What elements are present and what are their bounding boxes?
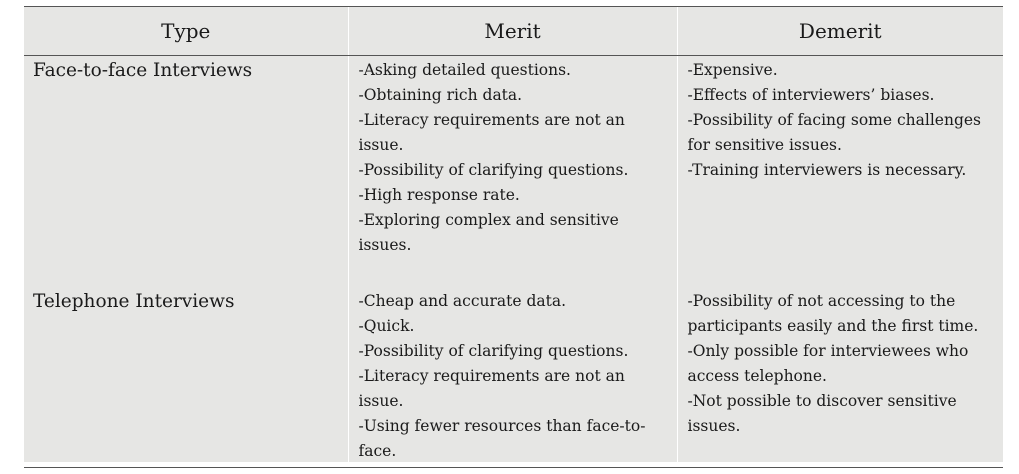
merit-line: face. (358, 442, 397, 460)
demerit-line: issues. (687, 417, 741, 435)
demerit-line: access telephone. (687, 367, 827, 385)
demerit-line: -Not possible to discover sensitive (687, 392, 957, 410)
merit-line: -Asking detailed questions. (358, 61, 571, 79)
table-row: Face-to-face Interviews -Asking detailed… (24, 55, 1003, 285)
merit-line: -Cheap and accurate data. (358, 292, 567, 310)
table-row: Telephone Interviews -Cheap and accurate… (24, 285, 1003, 468)
merit-line: -Possibility of clarifying questions. (358, 342, 629, 360)
merit-line: issues. (358, 236, 412, 254)
row-type-cell: Face-to-face Interviews (33, 60, 253, 81)
demerit-line: for sensitive issues. (687, 136, 842, 154)
comparison-table-container: Type Merit Demerit Face-to-face Intervie… (24, 6, 1003, 468)
merit-line: -Literacy requirements are not an (358, 367, 625, 385)
demerit-line: -Training interviewers is necessary. (687, 161, 967, 179)
merit-line: -Obtaining rich data. (358, 86, 523, 104)
table-header-row: Type Merit Demerit (24, 6, 1003, 56)
merit-line: -High response rate. (358, 186, 520, 204)
header-merit: Merit (347, 6, 677, 56)
merit-line: -Exploring complex and sensitive (358, 211, 619, 229)
merit-line: -Quick. (358, 317, 415, 335)
row-type-cell: Telephone Interviews (24, 285, 348, 468)
demerit-line: -Only possible for interviewees who (687, 342, 969, 360)
merit-line: issue. (358, 136, 404, 154)
demerit-line: -Expensive. (687, 61, 778, 79)
demerit-line: -Effects of interviewers’ biases. (687, 86, 935, 104)
demerit-line: -Possibility of not accessing to the (687, 292, 956, 310)
merit-line: -Literacy requirements are not an (358, 111, 625, 129)
interview-types-table: Type Merit Demerit Face-to-face Intervie… (24, 6, 1003, 468)
demerit-line: -Possibility of facing some challenges (687, 111, 982, 129)
demerit-cell: -Possibility of not accessing to the par… (676, 285, 1003, 468)
header-type: Type (24, 6, 348, 56)
merit-line: issue. (358, 392, 404, 410)
merit-line: -Possibility of clarifying questions. (358, 161, 629, 179)
merit-cell: -Asking detailed questions. -Obtaining r… (347, 55, 677, 285)
merit-line: -Using fewer resources than face-to- (358, 417, 646, 435)
merit-cell: -Cheap and accurate data. -Quick. -Possi… (347, 285, 677, 468)
header-demerit: Demerit (676, 6, 1003, 56)
demerit-cell: -Expensive. -Effects of interviewers’ bi… (676, 55, 1003, 285)
demerit-line: participants easily and the first time. (687, 317, 979, 335)
